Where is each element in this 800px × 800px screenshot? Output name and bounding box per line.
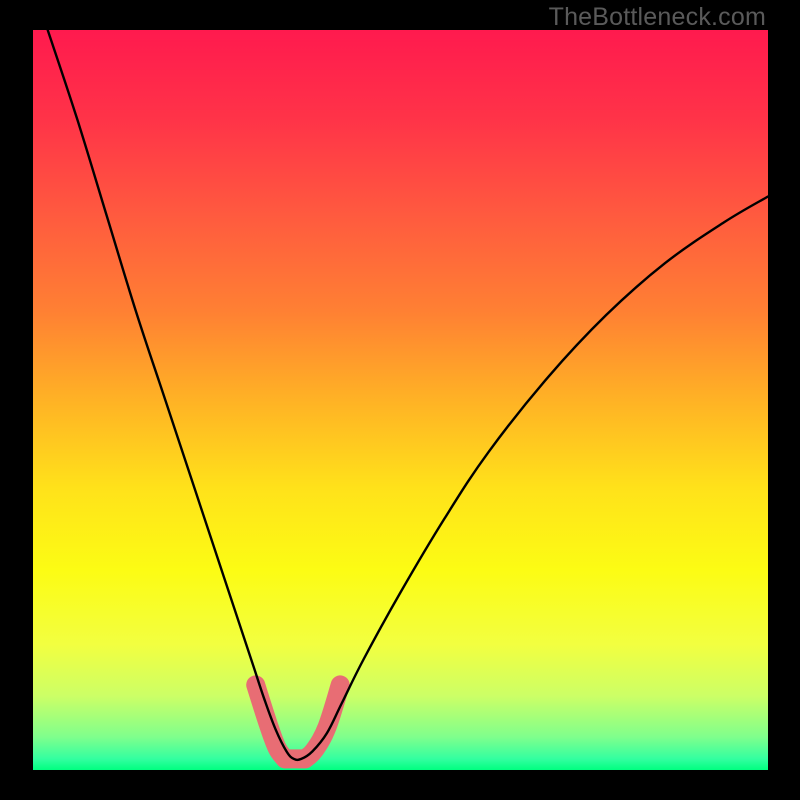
chart-svg — [33, 30, 768, 770]
outer-frame: TheBottleneck.com — [0, 0, 800, 800]
plot-area — [33, 30, 768, 770]
gradient-background — [33, 30, 768, 770]
watermark-label: TheBottleneck.com — [549, 3, 766, 32]
